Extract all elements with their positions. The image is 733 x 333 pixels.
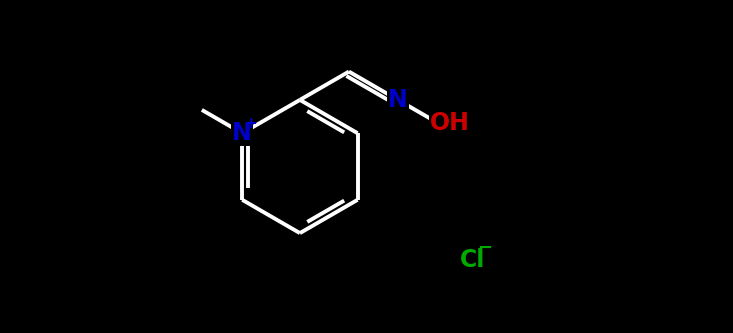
Text: OH: OH [430, 111, 470, 135]
Text: N: N [388, 88, 408, 112]
Text: N: N [232, 121, 252, 145]
Text: Cl: Cl [460, 248, 486, 272]
Text: +: + [244, 116, 257, 131]
Text: −: − [477, 239, 493, 257]
